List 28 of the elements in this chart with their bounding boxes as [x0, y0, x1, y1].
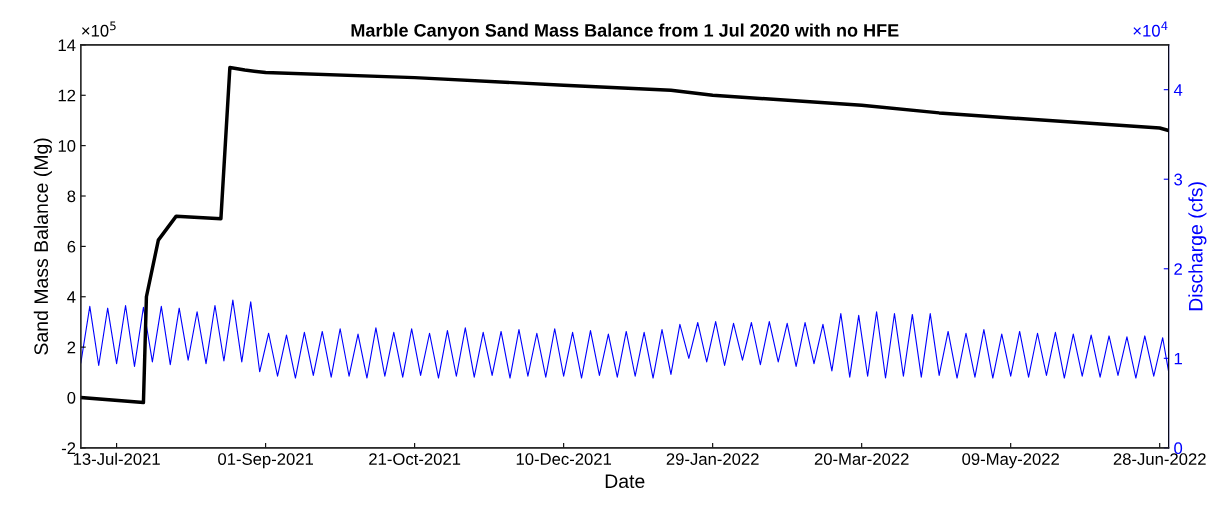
x-tick-label: 21-Oct-2021 — [369, 453, 461, 465]
text: ×10$^{4}$ — [1133, 21, 1168, 37]
x-tick-label: 10-Dec-2021 — [516, 453, 612, 465]
y-tick-label: 10 — [58, 140, 76, 152]
x-tick-label: 09-May-2022 — [962, 453, 1059, 469]
x-axis-title: Date — [605, 474, 645, 489]
y-axis-title: Sand Mass Balance (Mg) — [33, 138, 52, 355]
y-tick-label: 4 — [67, 291, 76, 303]
y2-tick-label: 2 — [1174, 263, 1182, 275]
y-tick-label: 2 — [67, 341, 76, 354]
y2-tick-label: 1 — [1174, 352, 1182, 365]
text: ×10$^{5}$ — [82, 21, 116, 37]
y-tick-label: 12 — [58, 89, 76, 102]
y-tick-label: 6 — [67, 240, 76, 253]
y2-tick-label: 4 — [1173, 84, 1183, 96]
y2-axis-title: Discharge (cfs) — [1188, 182, 1207, 311]
x-tick-label: 13-Jul-2021 — [73, 452, 160, 465]
y-tick-label: -2 — [61, 442, 76, 454]
y-tick-label: 0 — [67, 391, 76, 404]
chart-title: Marble Canyon Sand Mass Balance from 1 Jul 2020 with no HFE — [351, 23, 899, 41]
x-tick-label: 29-Jan-2022 — [666, 453, 759, 465]
x-tick-label: 01-Sep-2021 — [218, 453, 313, 469]
y-tick-label: 14 — [58, 39, 76, 51]
y-tick-label: 8 — [67, 190, 76, 203]
x-tick-label: 20-Mar-2022 — [814, 453, 909, 465]
line-series — [80, 299, 1169, 379]
y2-tick-label: 3 — [1174, 173, 1183, 186]
x-tick-label: 28-Jun-2022 — [1113, 453, 1206, 465]
